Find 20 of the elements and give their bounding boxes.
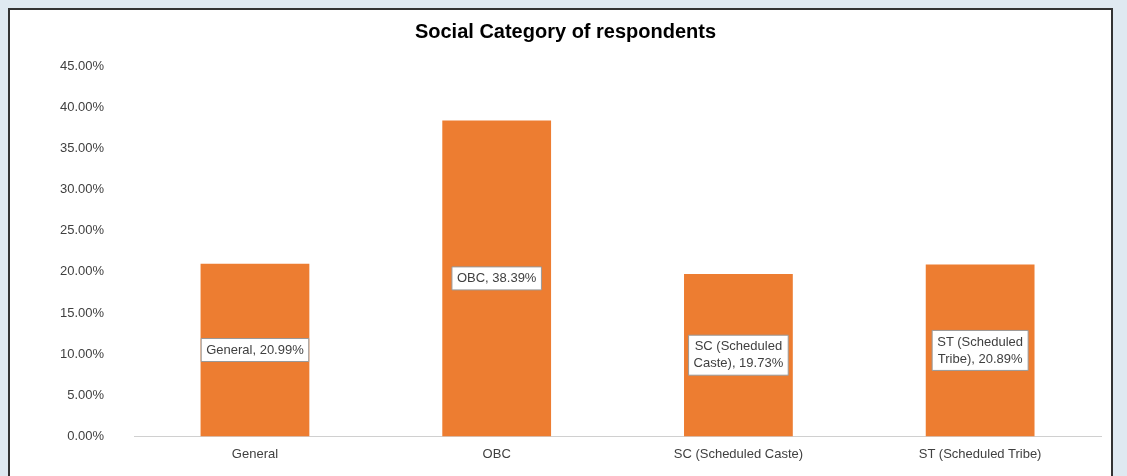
x-tick-label: OBC <box>482 445 511 461</box>
y-tick-label: 45.00% <box>60 57 105 73</box>
x-tick-label: SC (Scheduled Caste) <box>673 445 804 461</box>
data-label: SC (Scheduled Caste), 19.73% <box>693 338 784 371</box>
y-tick-label: 0.00% <box>67 427 105 443</box>
chart-title: Social Category of respondents <box>414 19 717 42</box>
y-tick-label: 30.00% <box>60 181 105 197</box>
y-tick-label: 20.00% <box>60 263 105 279</box>
y-tick-label: 35.00% <box>60 139 105 155</box>
x-tick-label: ST (Scheduled Tribe) <box>918 445 1042 461</box>
y-tick-label: 15.00% <box>60 304 105 320</box>
data-label: OBC, 38.39% <box>456 269 537 285</box>
y-tick-label: 5.00% <box>67 386 105 402</box>
bar <box>442 120 552 437</box>
data-label: ST (Scheduled Tribe), 20.89% <box>937 333 1024 366</box>
x-tick-label: General <box>231 445 279 461</box>
y-tick-label: 10.00% <box>60 345 105 361</box>
data-label: General, 20.99% <box>206 341 305 357</box>
y-tick-label: 25.00% <box>60 222 105 238</box>
y-tick-label: 40.00% <box>60 98 105 114</box>
